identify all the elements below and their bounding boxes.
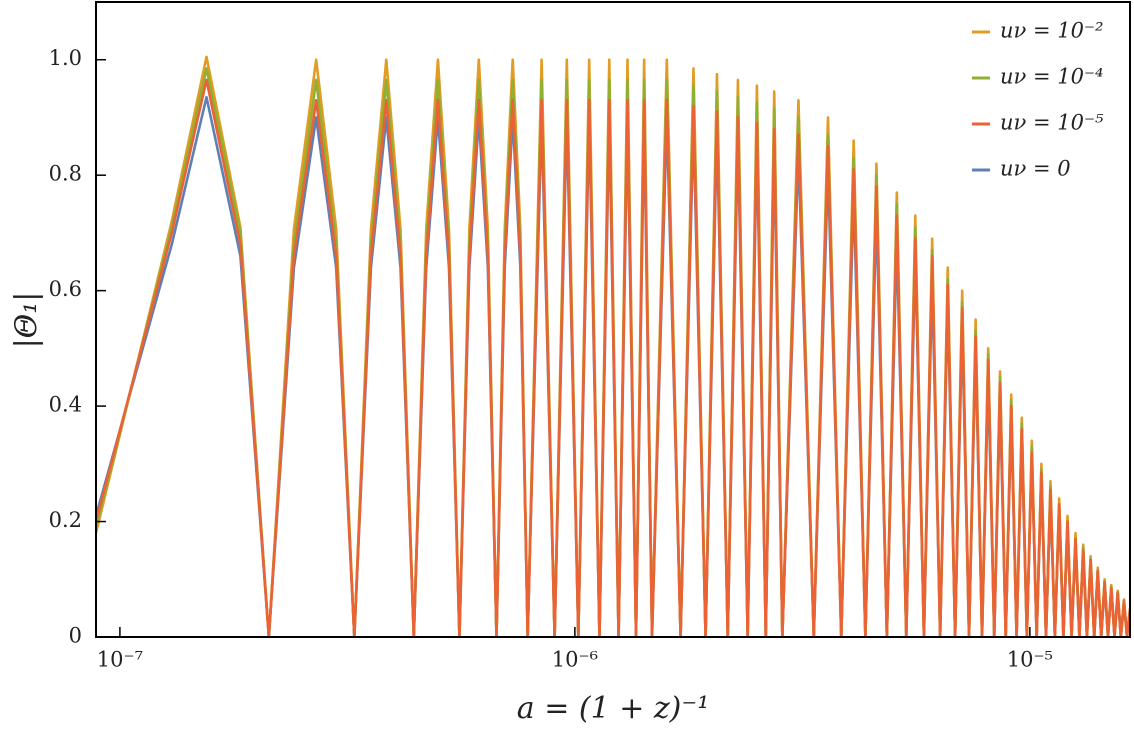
legend-label: uν = 0 [1000,157,1071,181]
x-tick-label: 10⁻⁶ [552,648,598,672]
data-line [96,78,1130,637]
y-tick-label: 1.0 [49,46,82,70]
plot-frame [95,1,1131,638]
y-tick-label: 0.2 [49,508,82,532]
x-tick-label: 10⁻⁵ [1007,648,1053,672]
y-tick-label: 0.4 [49,393,82,417]
plot-area [96,55,1130,637]
y-tick-label: 0.6 [49,277,82,301]
y-tick-label: 0.8 [49,162,82,186]
y-axis-title: |Θ₁| [9,292,44,349]
y-tick-label: 0 [69,624,82,648]
x-axis-title: a = (1 + z)⁻¹ [517,691,709,726]
legend-label: uν = 10⁻² [1000,19,1103,43]
x-tick-label: 10⁻⁷ [97,648,143,672]
legend-label: uν = 10⁻⁴ [1000,65,1103,89]
legend-label: uν = 10⁻⁵ [1000,111,1104,135]
